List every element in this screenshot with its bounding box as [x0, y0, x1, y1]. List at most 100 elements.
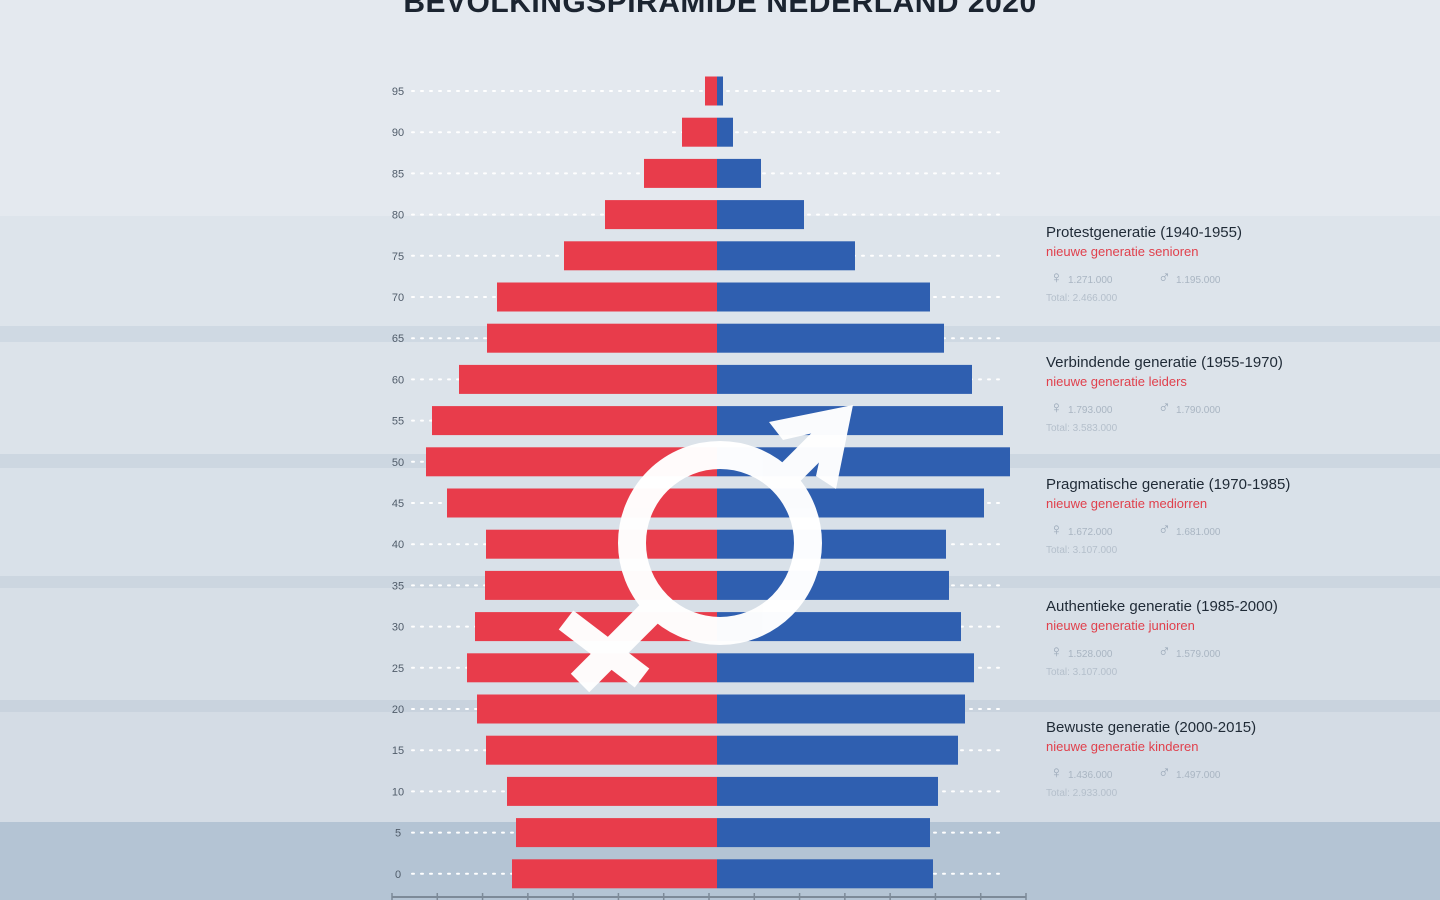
female-bar-60 — [459, 364, 717, 394]
female-bar-55 — [432, 406, 717, 436]
age-label: 95 — [392, 86, 404, 98]
male-bar-25 — [717, 653, 974, 683]
female-bar-70 — [497, 282, 717, 312]
female-count: 1.436.000 — [1068, 770, 1113, 781]
female-count: 1.271.000 — [1068, 275, 1113, 286]
female-bar-5 — [516, 818, 717, 848]
male-bar-20 — [717, 694, 965, 724]
female-bar-20 — [477, 694, 717, 724]
generation-total: Total: 3.107.000 — [1046, 545, 1118, 556]
female-icon: ♀ — [1050, 268, 1063, 287]
female-icon: ♀ — [1050, 398, 1063, 417]
male-bar-5 — [717, 818, 930, 848]
x-axis — [391, 893, 1027, 900]
bars — [426, 76, 1010, 889]
age-label: 15 — [392, 745, 404, 757]
age-label: 85 — [392, 168, 404, 180]
male-bar-75 — [717, 241, 855, 271]
male-icon: ♂ — [1158, 520, 1171, 539]
age-label: 5 — [395, 828, 401, 840]
female-count: 1.793.000 — [1068, 405, 1113, 416]
age-label: 0 — [395, 869, 401, 881]
female-icon: ♀ — [1050, 642, 1063, 661]
male-bar-85 — [717, 158, 761, 188]
male-bar-70 — [717, 282, 930, 312]
male-bar-55 — [717, 406, 1003, 436]
generation-subtitle: nieuwe generatie senioren — [1046, 244, 1199, 259]
age-label: 60 — [392, 374, 404, 386]
male-count: 1.790.000 — [1176, 405, 1221, 416]
female-bar-45 — [447, 488, 717, 518]
male-icon: ♂ — [1158, 763, 1171, 782]
generation-total: Total: 2.466.000 — [1046, 293, 1118, 304]
age-label: 40 — [392, 539, 404, 551]
generation-authentieke: Authentieke generatie (1985-2000) nieuwe… — [1046, 598, 1426, 678]
gender-symbol-icon — [558, 405, 853, 693]
age-label: 55 — [392, 416, 404, 428]
male-bar-0 — [717, 859, 933, 889]
generation-total: Total: 2.933.000 — [1046, 788, 1118, 799]
female-bar-65 — [487, 323, 717, 353]
male-count: 1.681.000 — [1176, 527, 1221, 538]
age-label: 80 — [392, 210, 404, 222]
female-bar-85 — [644, 158, 717, 188]
generation-subtitle: nieuwe generatie junioren — [1046, 618, 1195, 633]
generation-total: Total: 3.107.000 — [1046, 667, 1118, 678]
generation-name: Bewuste generatie (2000-2015) — [1046, 719, 1257, 736]
chart-title: BEVOLKINGSPIRAMIDE NEDERLAND 2020 — [403, 0, 1037, 19]
generation-verbindende: Verbindende generatie (1955-1970) nieuwe… — [1046, 354, 1426, 434]
generation-subtitle: nieuwe generatie leiders — [1046, 374, 1187, 389]
band-3 — [0, 342, 1440, 454]
generation-subtitle: nieuwe generatie kinderen — [1046, 739, 1199, 754]
age-label: 50 — [392, 457, 404, 469]
generation-counts: ♀ 1.271.000 ♂ 1.195.000 — [1046, 269, 1426, 291]
age-label: 20 — [392, 704, 404, 716]
generation-name: Authentieke generatie (1985-2000) — [1046, 598, 1278, 615]
female-icon: ♀ — [1050, 520, 1063, 539]
age-label: 70 — [392, 292, 404, 304]
female-icon: ♀ — [1050, 763, 1063, 782]
generation-counts: ♀ 1.672.000 ♂ 1.681.000 — [1046, 521, 1426, 543]
generation-counts: ♀ 1.793.000 ♂ 1.790.000 — [1046, 399, 1426, 421]
generation-subtitle: nieuwe generatie mediorren — [1046, 496, 1208, 511]
male-bar-40 — [717, 529, 946, 559]
male-bar-35 — [717, 570, 949, 600]
generation-pragmatische: Pragmatische generatie (1970-1985) nieuw… — [1046, 476, 1426, 556]
female-bar-80 — [605, 200, 717, 230]
male-bar-95 — [717, 76, 723, 106]
male-icon: ♂ — [1158, 398, 1171, 417]
generation-protest: Protestgeneratie (1940-1955) nieuwe gene… — [1046, 224, 1426, 304]
generation-total: Total: 3.583.000 — [1046, 423, 1118, 434]
female-bar-90 — [682, 117, 717, 147]
male-bar-65 — [717, 323, 944, 353]
male-bar-80 — [717, 200, 804, 230]
male-bar-15 — [717, 735, 958, 765]
age-label: 30 — [392, 622, 404, 634]
female-count: 1.672.000 — [1068, 527, 1113, 538]
male-count: 1.497.000 — [1176, 770, 1221, 781]
female-bar-35 — [485, 570, 717, 600]
female-bar-10 — [507, 776, 717, 806]
generation-name: Pragmatische generatie (1970-1985) — [1046, 476, 1291, 493]
generation-counts: ♀ 1.528.000 ♂ 1.579.000 — [1046, 643, 1426, 665]
age-label: 25 — [392, 663, 404, 675]
female-count: 1.528.000 — [1068, 649, 1113, 660]
age-label: 10 — [392, 786, 404, 798]
female-bar-15 — [486, 735, 717, 765]
male-icon: ♂ — [1158, 268, 1171, 287]
female-bar-40 — [486, 529, 717, 559]
female-bar-75 — [564, 241, 717, 271]
age-label: 35 — [392, 580, 404, 592]
female-bar-95 — [705, 76, 717, 106]
generation-counts: ♀ 1.436.000 ♂ 1.497.000 — [1046, 764, 1426, 786]
generation-name: Protestgeneratie (1940-1955) — [1046, 224, 1242, 241]
generation-name: Verbindende generatie (1955-1970) — [1046, 354, 1283, 371]
age-label: 45 — [392, 498, 404, 510]
male-bar-90 — [717, 117, 733, 147]
male-count: 1.579.000 — [1176, 649, 1221, 660]
male-count: 1.195.000 — [1176, 275, 1221, 286]
female-bar-0 — [512, 859, 717, 889]
